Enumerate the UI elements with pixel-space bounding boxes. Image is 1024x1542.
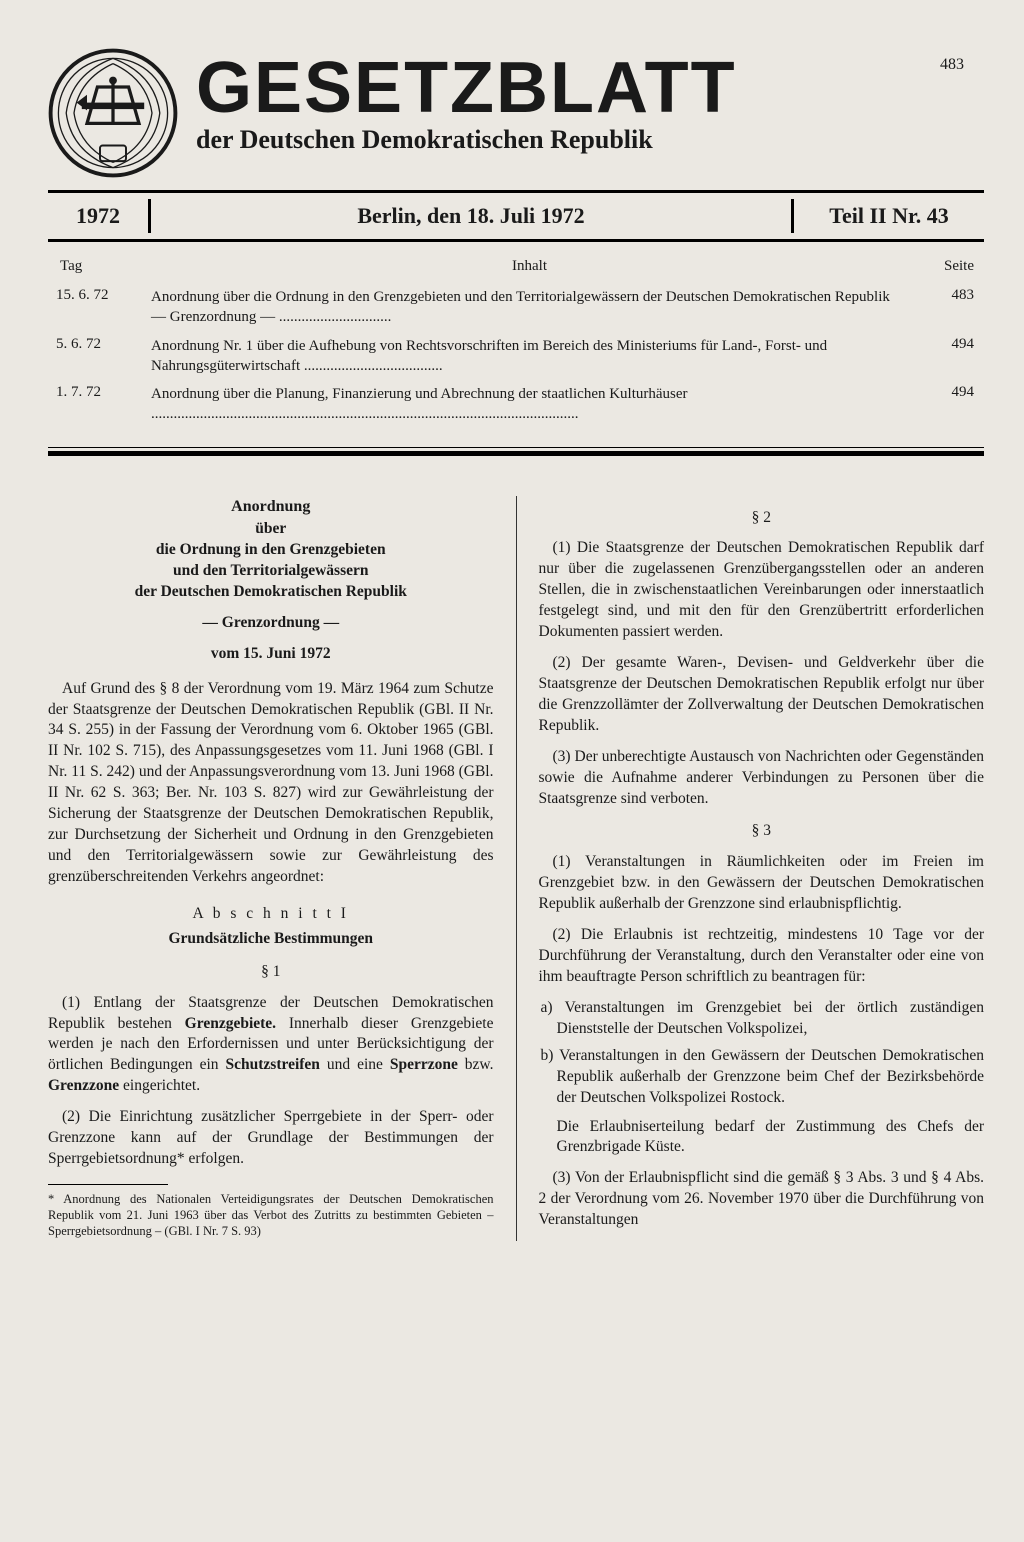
- toc-date: 5. 6. 72: [48, 336, 151, 353]
- state-emblem-icon: [48, 48, 178, 178]
- paragraph: (2) Die Erlaubnis ist rechtzeitig, minde…: [539, 925, 985, 988]
- text: bzw.: [458, 1056, 494, 1073]
- paragraph-number: § 3: [539, 821, 985, 842]
- text: und eine: [320, 1056, 390, 1073]
- paragraph: (1) Entlang der Staatsgrenze der Deutsch…: [48, 993, 494, 1098]
- document-page: 483 GESETZBLATT der D: [0, 0, 1024, 1542]
- text: eingerichtet.: [119, 1077, 200, 1094]
- toc-header-date: Tag: [48, 258, 155, 275]
- divider: [48, 447, 984, 448]
- toc-entry-text: Anordnung über die Planung, Finanzierung…: [151, 384, 904, 425]
- toc-header-page: Seite: [904, 258, 984, 275]
- paragraph-number: § 1: [48, 962, 494, 983]
- paragraph: (1) Die Staatsgrenze der Deutschen Demok…: [539, 538, 985, 643]
- toc-row: 5. 6. 72 Anordnung Nr. 1 über die Aufheb…: [48, 332, 984, 381]
- paragraph: (3) Der unberechtigte Austausch von Nach…: [539, 747, 985, 810]
- publication-subtitle: der Deutschen Demokratischen Republik: [196, 125, 984, 155]
- ordinance-short-name: — Grenzordnung —: [48, 613, 494, 634]
- toc-header-title: Inhalt: [155, 258, 904, 275]
- footnote: * Anordnung des Nationalen Verteidigungs…: [48, 1191, 494, 1240]
- ordinance-subtitle: über: [48, 519, 494, 540]
- bold-term: Grenzzone: [48, 1077, 119, 1094]
- section-label: A b s c h n i t t I: [48, 904, 494, 925]
- ordinance-date: vom 15. Juni 1972: [48, 644, 494, 665]
- ordinance-subtitle: die Ordnung in den Grenzgebieten: [48, 540, 494, 561]
- left-column: Anordnung über die Ordnung in den Grenzg…: [48, 496, 494, 1242]
- toc-entry-page: 483: [904, 287, 984, 304]
- toc-header: Tag Inhalt Seite: [48, 256, 984, 283]
- issue-part-number: Teil II Nr. 43: [791, 199, 984, 233]
- table-of-contents: Tag Inhalt Seite 15. 6. 72 Anordnung übe…: [48, 256, 984, 456]
- divider-heavy: [48, 451, 984, 456]
- paragraph: (3) Von der Erlaubnispflicht sind die ge…: [539, 1168, 985, 1231]
- publication-title: GESETZBLATT: [196, 56, 984, 121]
- issue-bar: 1972 Berlin, den 18. Juli 1972 Teil II N…: [48, 190, 984, 242]
- footnote-divider: [48, 1184, 168, 1185]
- paragraph: (2) Der gesamte Waren-, Devisen- und Gel…: [539, 653, 985, 737]
- toc-date: 1. 7. 72: [48, 384, 151, 401]
- toc-entry-text: Anordnung über die Ordnung in den Grenzg…: [151, 287, 904, 328]
- section-title: Grundsätzliche Bestimmungen: [48, 929, 494, 950]
- paragraph: (1) Veranstaltungen in Räumlichkeiten od…: [539, 852, 985, 915]
- preamble-paragraph: Auf Grund des § 8 der Verordnung vom 19.…: [48, 679, 494, 888]
- bold-term: Schutzstreifen: [226, 1056, 320, 1073]
- bold-term: Sperrzone: [390, 1056, 458, 1073]
- body-columns: Anordnung über die Ordnung in den Grenzg…: [48, 496, 984, 1242]
- page-number: 483: [940, 56, 964, 74]
- ordinance-title: Anordnung: [48, 496, 494, 518]
- title-block: GESETZBLATT der Deutschen Demokratischen…: [196, 48, 984, 155]
- toc-row: 15. 6. 72 Anordnung über die Ordnung in …: [48, 283, 984, 332]
- paragraph: (2) Die Einrichtung zusätzlicher Sperrge…: [48, 1107, 494, 1170]
- toc-date: 15. 6. 72: [48, 287, 151, 304]
- masthead: GESETZBLATT der Deutschen Demokratischen…: [48, 48, 984, 178]
- indented-note: Die Erlaubniserteilung bedarf der Zustim…: [557, 1117, 985, 1159]
- bold-term: Grenzgebiete.: [185, 1015, 276, 1032]
- paragraph-number: § 2: [539, 508, 985, 529]
- list-item: b) Veranstaltungen in den Gewässern der …: [557, 1046, 985, 1109]
- toc-entry-text: Anordnung Nr. 1 über die Aufhebung von R…: [151, 336, 904, 377]
- right-column: § 2 (1) Die Staatsgrenze der Deutschen D…: [539, 496, 985, 1242]
- ordinance-subtitle: der Deutschen Demokratischen Republik: [48, 582, 494, 603]
- column-divider: [516, 496, 517, 1242]
- ordinance-subtitle: und den Territorialgewässern: [48, 561, 494, 582]
- issue-place-date: Berlin, den 18. Juli 1972: [151, 203, 791, 229]
- toc-entry-page: 494: [904, 336, 984, 353]
- toc-entry-page: 494: [904, 384, 984, 401]
- issue-year: 1972: [48, 199, 151, 233]
- toc-row: 1. 7. 72 Anordnung über die Planung, Fin…: [48, 380, 984, 429]
- list-item: a) Veranstaltungen im Grenzgebiet bei de…: [557, 998, 985, 1040]
